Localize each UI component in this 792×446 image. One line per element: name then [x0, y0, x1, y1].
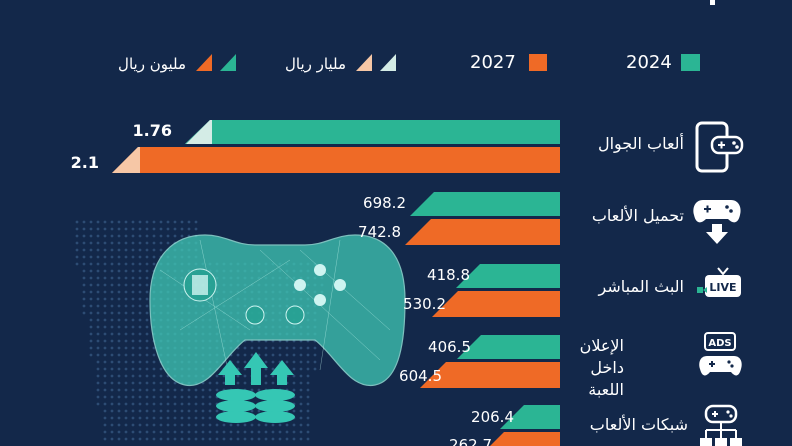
category-label: شبكات الألعاب — [589, 415, 688, 434]
bar — [212, 120, 560, 144]
bar-tip — [112, 147, 140, 173]
bar — [456, 264, 560, 288]
legend-label-million: مليون ريال — [118, 55, 186, 73]
legend-swatch-2027 — [529, 54, 547, 71]
coin-stack-growth-icon — [216, 352, 295, 423]
legend-label-2024: 2024 — [626, 52, 672, 73]
value-label: 530.2 — [403, 295, 446, 313]
bar — [410, 192, 560, 216]
legend-unit-billion-swatch — [356, 54, 396, 71]
value-label: 2.1 — [70, 153, 99, 172]
legend-label-billion: مليار ريال — [285, 55, 346, 73]
value-label: 698.2 — [363, 194, 406, 212]
category-label: البث المباشر — [598, 277, 684, 296]
top-partial-icon — [710, 0, 715, 5]
live-stream-icon: LIVE — [697, 267, 741, 297]
legend-unit-million-swatch — [196, 54, 236, 71]
svg-text:LIVE: LIVE — [709, 281, 736, 294]
category-label: الإعلان داخل اللعبة — [579, 336, 624, 399]
ads-game-icon: ADS — [699, 332, 742, 376]
game-network-icon — [700, 404, 742, 446]
legend-swatch-2024 — [681, 54, 700, 71]
category-label: ألعاب الجوال — [597, 134, 684, 153]
value-label: 406.5 — [428, 338, 471, 356]
bar — [405, 219, 560, 245]
bar-tip — [186, 120, 212, 144]
legend-label-2027: 2027 — [470, 52, 516, 73]
svg-text:ADS: ADS — [708, 338, 731, 349]
value-label: 1.76 — [132, 121, 172, 140]
value-label: 604.5 — [399, 367, 442, 385]
download-game-icon — [693, 200, 741, 244]
value-label: 742.8 — [358, 223, 401, 241]
gamepad-illustration-icon — [149, 234, 406, 386]
value-label: 206.4 — [471, 408, 514, 426]
category-label: تحميل الألعاب — [591, 206, 684, 225]
bar — [420, 362, 560, 388]
mobile-game-icon — [695, 121, 744, 173]
bar — [457, 335, 560, 359]
bar — [112, 147, 560, 173]
bars-group — [112, 120, 560, 446]
value-label: 418.8 — [427, 266, 470, 284]
bar — [432, 291, 560, 317]
bar — [500, 405, 560, 429]
value-label: 262.7 — [449, 436, 492, 446]
bar — [490, 432, 560, 446]
